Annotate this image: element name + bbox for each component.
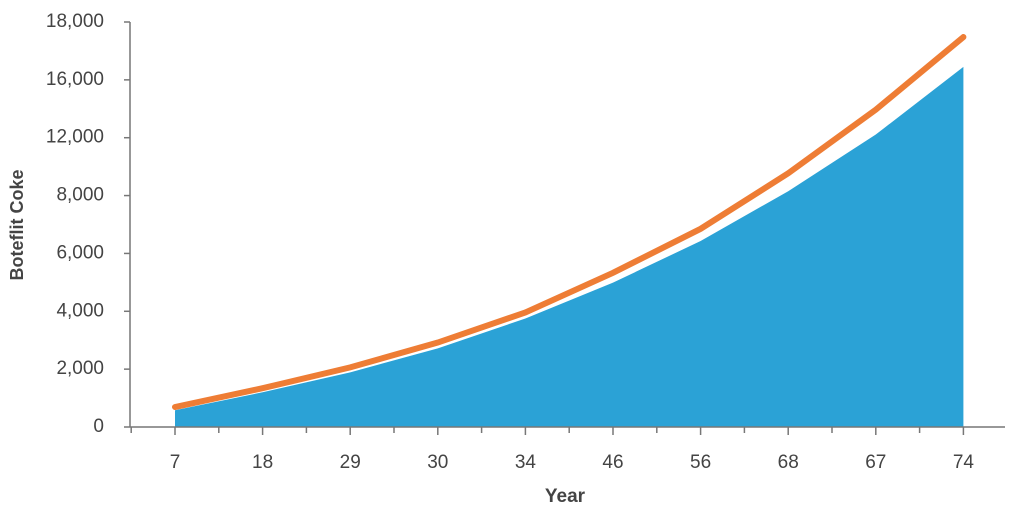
line xyxy=(172,34,967,411)
y-tick-label: 6,000 xyxy=(56,242,104,263)
y-tick-label: 12,000 xyxy=(46,127,104,148)
x-tick-label: 30 xyxy=(427,452,448,473)
x-tick-label: 56 xyxy=(690,452,711,473)
y-tick-label: 18,000 xyxy=(46,11,104,32)
y-tick-label: 2,000 xyxy=(56,358,104,379)
y-tick-label: 16,000 xyxy=(46,69,104,90)
y-tick-label: 4,000 xyxy=(56,300,104,321)
x-tick-label: 74 xyxy=(953,452,975,473)
x-tick-label: 18 xyxy=(252,452,273,473)
x-tick-label: 68 xyxy=(778,452,799,473)
y-axis-label: Boteflit Coke xyxy=(7,169,27,280)
area xyxy=(175,66,964,427)
x-tick-label: 46 xyxy=(602,452,623,473)
x-axis-label: Year xyxy=(545,486,586,507)
y-tick-label: 8,000 xyxy=(56,185,104,206)
x-tick-label: 7 xyxy=(170,452,181,473)
x-tick-label: 34 xyxy=(515,452,537,473)
x-tick-label: 67 xyxy=(865,452,886,473)
x-tick-label: 29 xyxy=(340,452,361,473)
y-tick-label: 0 xyxy=(93,416,104,437)
